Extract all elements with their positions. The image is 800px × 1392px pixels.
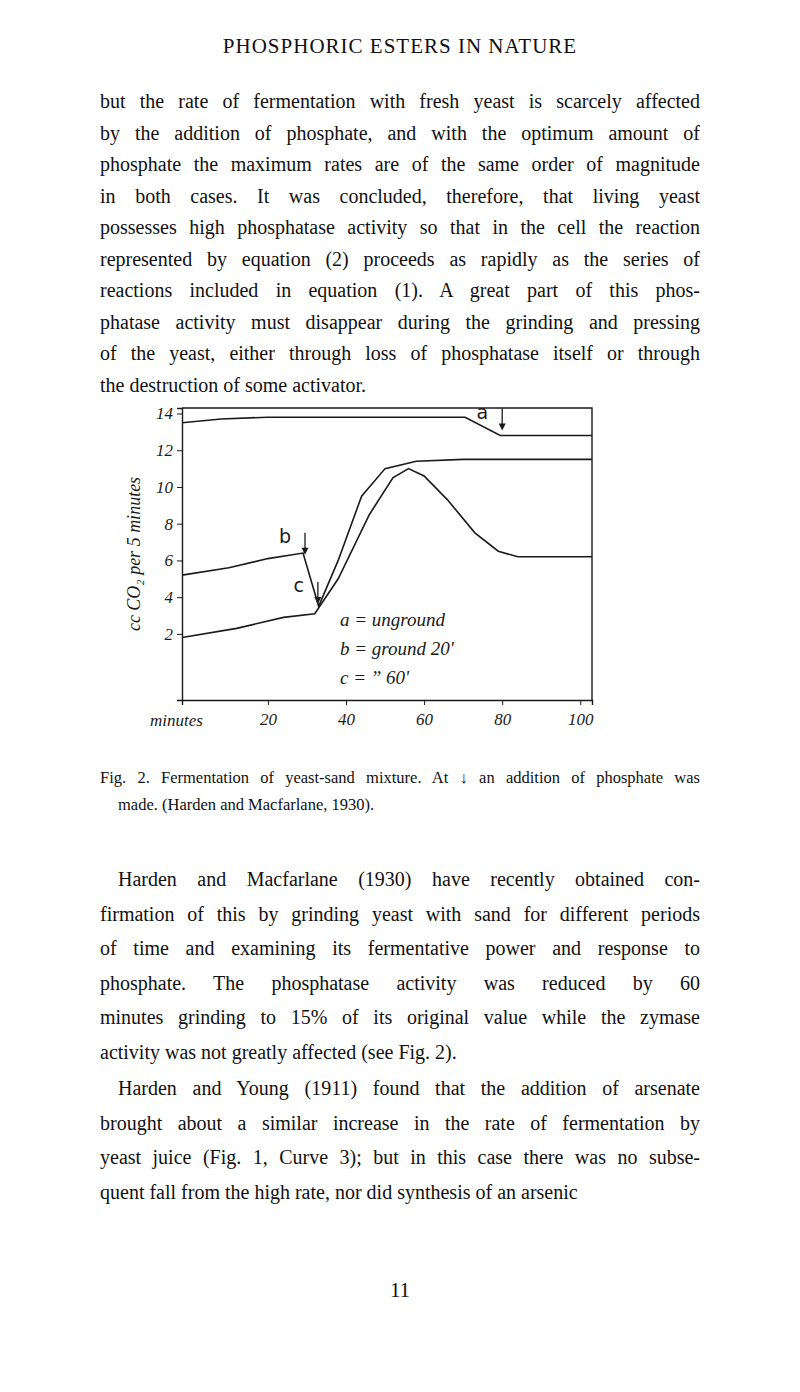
x-axis: 20 40 60 80 100 xyxy=(183,700,595,729)
y-tick-label: 6 xyxy=(165,551,174,570)
x-tick-label: 60 xyxy=(416,710,434,729)
text-line: minutes grinding to 15% of its original … xyxy=(100,1000,700,1035)
y-axis-line xyxy=(177,409,183,701)
x-axis-line xyxy=(183,701,593,706)
phosphate-arrow xyxy=(314,582,321,604)
y-tick-mark xyxy=(177,597,182,598)
phosphate-arrow xyxy=(302,533,309,555)
text-line: phatase activity must disappear during t… xyxy=(100,307,700,339)
y-tick-label: 8 xyxy=(165,515,174,534)
text-line: reactions included in equation (1). A gr… xyxy=(100,275,700,307)
y-tick-label: 12 xyxy=(156,441,174,460)
y-tick-mark xyxy=(177,634,182,635)
y-tick: 14 xyxy=(156,404,182,423)
x-tick-label: 20 xyxy=(260,710,278,729)
text-line: possesses high phosphatase activity so t… xyxy=(100,212,700,244)
phosphate-arrow xyxy=(499,409,506,431)
text-line: of the yeast, either through loss of pho… xyxy=(100,338,700,370)
text-line: in both cases. It was concluded, therefo… xyxy=(100,181,700,213)
plot-frame xyxy=(182,408,592,700)
y-tick: 12 xyxy=(156,441,182,460)
arrow-head xyxy=(499,424,506,431)
y-tick: 2 xyxy=(165,625,183,644)
x-tick-mark xyxy=(346,700,347,705)
y-tick-mark xyxy=(177,487,182,488)
caption-line: Fig. 2. Fermentation of yeast-sand mixtu… xyxy=(100,764,700,791)
x-tick: 20 xyxy=(260,700,278,729)
y-tick: 10 xyxy=(156,478,182,497)
x-tick: 80 xyxy=(494,700,512,729)
text-line: quent fall from the high rate, nor did s… xyxy=(100,1175,700,1210)
x-tick-mark xyxy=(268,700,269,705)
curve-b xyxy=(182,459,592,606)
text-line: phosphate. The phosphatase activity was … xyxy=(100,966,700,1001)
y-tick-label: 14 xyxy=(156,404,174,423)
series-label: c xyxy=(293,574,303,596)
page-number: 11 xyxy=(0,1278,800,1303)
y-tick: 6 xyxy=(165,551,183,570)
page: 2 4 6 8 10 12 14 20 40 60 80 100 cc CO₂ per 5 minute… xyxy=(0,0,800,1392)
text-line: Harden and Young (1911) found that the a… xyxy=(100,1071,700,1106)
y-tick-mark xyxy=(177,450,182,451)
x-tick-mark xyxy=(424,700,425,705)
text-line: activity was not greatly affected (see F… xyxy=(100,1035,700,1070)
y-axis-title: cc CO₂ per 5 minutes xyxy=(124,477,144,631)
x-tick-label: 40 xyxy=(338,710,356,729)
annotations: a b c xyxy=(279,401,506,604)
series-label: a xyxy=(477,401,489,423)
y-tick-label: 2 xyxy=(165,625,174,644)
text-line: of time and examining its fermentative p… xyxy=(100,931,700,966)
y-tick-label: 10 xyxy=(156,478,174,497)
annotation: b = ground 20' xyxy=(340,638,455,659)
text-line: yeast juice (Fig. 1, Curve 3); but in th… xyxy=(100,1140,700,1175)
y-tick: 4 xyxy=(165,588,183,607)
running-header: PHOSPHORIC ESTERS IN NATURE xyxy=(0,34,800,59)
x-tick: 40 xyxy=(338,700,356,729)
y-tick-mark xyxy=(177,414,182,415)
text-line: by the addition of phosphate, and with t… xyxy=(100,118,700,150)
text-line: but the rate of fermentation with fresh … xyxy=(100,86,700,118)
arrow-head xyxy=(302,548,309,555)
x-tick-label: 80 xyxy=(494,710,512,729)
y-tick: 8 xyxy=(165,515,183,534)
y-tick-mark xyxy=(177,560,182,561)
y-axis: 2 4 6 8 10 12 14 xyxy=(156,404,183,700)
curve-a xyxy=(182,417,592,435)
x-tick: 60 xyxy=(416,700,434,729)
caption-line: made. (Harden and Macfarlane, 1930). xyxy=(100,791,700,818)
annotation: a = unground xyxy=(340,609,446,630)
x-tick-label: 100 xyxy=(568,710,594,729)
x-tick-mark xyxy=(580,700,581,705)
text-line: the destruction of some activator. xyxy=(100,370,700,402)
annotation: c = ” 60' xyxy=(340,667,410,688)
text-line: Harden and Macfarlane (1930) have recent… xyxy=(100,862,700,897)
text-line: phosphate the maximum rates are of the s… xyxy=(100,149,700,181)
text-line: represented by equation (2) proceeds as … xyxy=(100,244,700,276)
x-tick-mark xyxy=(502,700,503,705)
x-tick: 100 xyxy=(568,700,594,729)
y-tick-label: 4 xyxy=(165,588,174,607)
arrow-head xyxy=(314,597,321,604)
x-axis-title: minutes xyxy=(150,711,203,730)
text-line: firmation of this by grinding yeast with… xyxy=(100,897,700,932)
curves xyxy=(182,417,592,637)
y-tick-mark xyxy=(177,524,182,525)
curve-c xyxy=(182,469,592,638)
text-line: brought about a similar increase in the … xyxy=(100,1106,700,1141)
series-label: b xyxy=(279,525,291,547)
